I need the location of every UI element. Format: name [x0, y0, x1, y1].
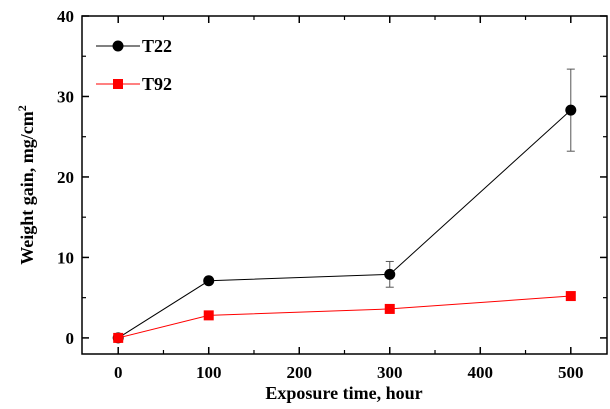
legend-t22-label: T22: [142, 36, 172, 56]
y-tick-label: 40: [57, 7, 74, 26]
series-layer: [112, 68, 577, 344]
t22-point: [565, 104, 577, 116]
t92-point: [113, 332, 124, 343]
x-tick-label: 300: [377, 363, 403, 382]
t22-point: [384, 268, 396, 280]
t92-point: [565, 291, 576, 302]
y-tick-label: 30: [57, 87, 74, 106]
y-axis-title: Weight gain, mg/cm2: [15, 105, 37, 265]
x-axis: 0 100 200 300 400 500: [114, 16, 584, 382]
y-axis-title-superscript: 2: [15, 105, 29, 111]
y-tick-label: 20: [57, 168, 74, 187]
y-tick-label: 10: [57, 248, 74, 267]
x-tick-label: 400: [468, 363, 494, 382]
t22-point: [203, 275, 215, 287]
y-tick-label: 0: [66, 329, 75, 348]
legend: T22 T92: [96, 36, 172, 94]
x-tick-label: 500: [558, 363, 584, 382]
y-axis-title-main: Weight gain, mg/cm: [17, 111, 37, 265]
legend-t22-marker: [112, 40, 124, 52]
x-axis-title: Exposure time, hour: [265, 383, 422, 403]
t92-point: [203, 310, 214, 321]
x-tick-label: 0: [114, 363, 123, 382]
x-tick-label: 200: [286, 363, 312, 382]
legend-t92-marker: [113, 79, 123, 89]
y-axis: 0 10 20 30 40: [57, 7, 607, 348]
t22-line: [117, 109, 572, 339]
legend-t92-label: T92: [142, 74, 172, 94]
t92-point: [384, 303, 395, 314]
t92-line: [118, 295, 571, 339]
plot-frame: [81, 15, 608, 355]
x-tick-label: 100: [196, 363, 222, 382]
